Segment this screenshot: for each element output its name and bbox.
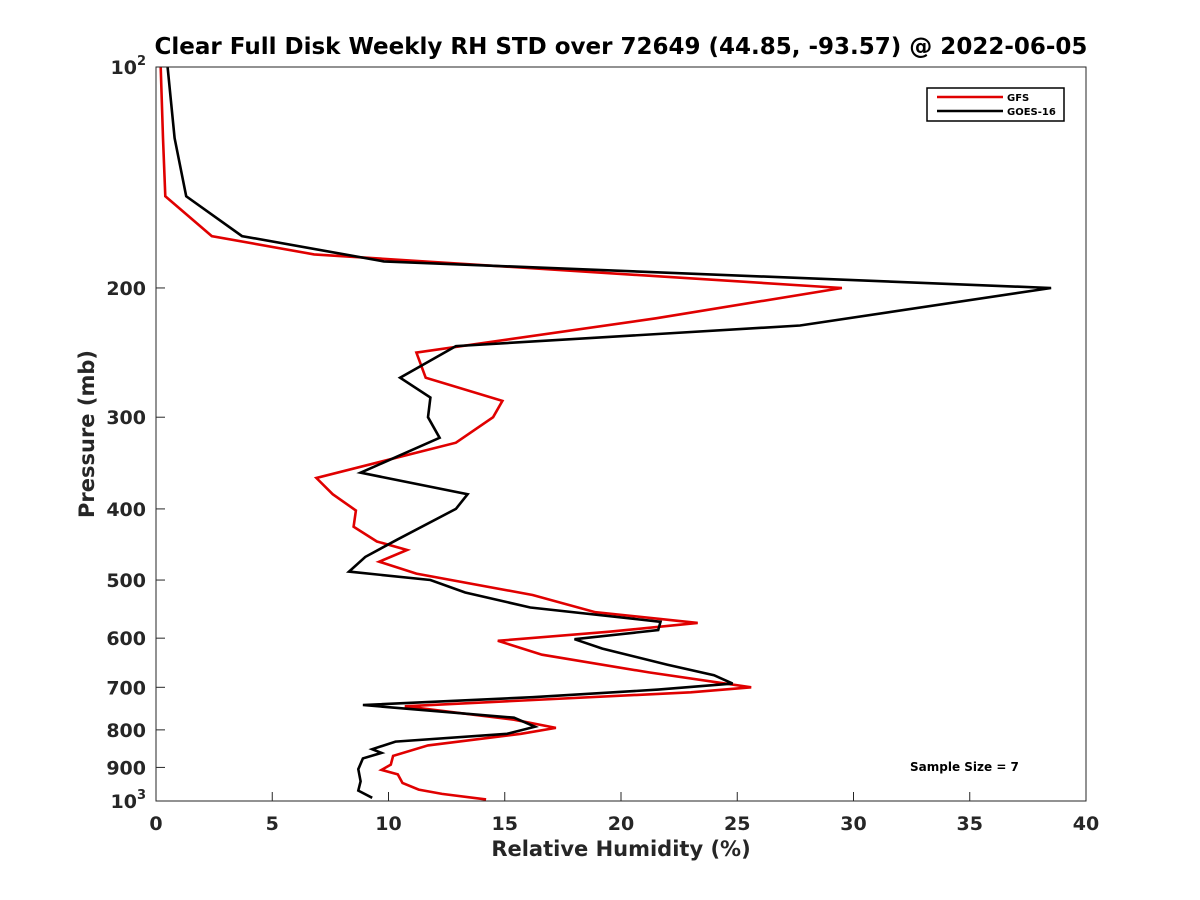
x-tick-label: 40 xyxy=(1073,813,1099,835)
series-line-gfs xyxy=(159,66,843,801)
legend-label-gfs: GFS xyxy=(1007,93,1029,104)
x-tick-label: 0 xyxy=(149,813,162,835)
y-tick-label: 700 xyxy=(106,677,146,699)
y-tick-label: 102 xyxy=(111,54,147,79)
x-tick-label: 15 xyxy=(492,813,518,835)
y-tick-label: 300 xyxy=(106,407,146,429)
x-tick-label: 5 xyxy=(266,813,279,835)
x-tick-label: 10 xyxy=(375,813,401,835)
x-tick-label: 30 xyxy=(840,813,866,835)
y-tick-label: 400 xyxy=(106,499,146,521)
legend: GFS GOES-16 xyxy=(926,87,1065,122)
legend-label-goes16: GOES-16 xyxy=(1007,107,1056,118)
y-tick-label: 900 xyxy=(106,757,146,779)
legend-box xyxy=(926,87,1065,122)
x-tick-label: 20 xyxy=(608,813,634,835)
series-line-goes-16 xyxy=(166,66,1052,799)
y-tick-label: 103 xyxy=(111,788,147,813)
y-tick-label: 200 xyxy=(106,278,146,300)
y-tick-label: 600 xyxy=(106,628,146,650)
y-axis-ticks: 102 200 300 400 500 600 700 800 900 103 xyxy=(106,54,165,813)
x-axis-ticks: 0 5 10 15 20 25 30 35 40 xyxy=(149,792,1099,835)
chart-title: Clear Full Disk Weekly RH STD over 72649… xyxy=(155,34,1088,60)
y-tick-label: 800 xyxy=(106,720,146,742)
y-tick-label: 500 xyxy=(106,570,146,592)
x-axis-label: Relative Humidity (%) xyxy=(491,837,750,861)
x-tick-label: 25 xyxy=(724,813,750,835)
y-axis-label: Pressure (mb) xyxy=(75,350,99,518)
sample-size-annotation: Sample Size = 7 xyxy=(910,760,1019,774)
plot-lines xyxy=(159,66,1052,801)
x-tick-label: 35 xyxy=(957,813,983,835)
